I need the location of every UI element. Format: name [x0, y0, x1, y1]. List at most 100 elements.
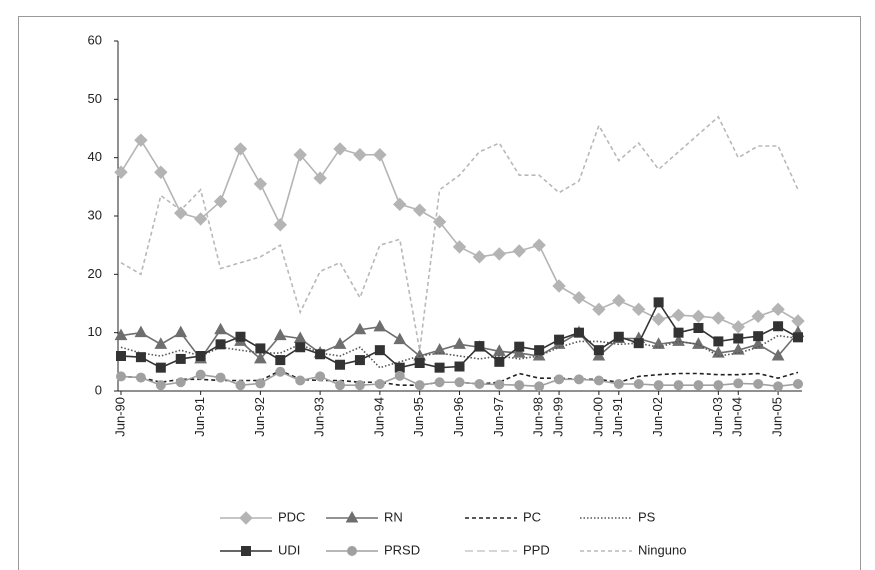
data-point [255, 378, 266, 389]
data-point [154, 337, 168, 349]
data-point [335, 359, 346, 370]
data-point [554, 374, 565, 385]
data-point [193, 212, 208, 226]
data-point [434, 377, 445, 388]
data-point [773, 381, 784, 392]
data-point [393, 332, 407, 345]
data-point [613, 379, 624, 389]
x-tick-label: Jun-05 [770, 397, 785, 437]
data-point [672, 334, 685, 346]
data-point [154, 165, 168, 179]
legend-label: PDC [278, 509, 305, 524]
data-point [295, 342, 306, 353]
data-point [353, 322, 367, 335]
y-tick-label: 0 [95, 382, 102, 397]
data-point [692, 337, 705, 349]
data-point [434, 362, 445, 373]
data-point [773, 321, 784, 332]
x-tick-label: Jun-91 [610, 397, 625, 437]
data-point [751, 337, 765, 349]
x-tick-label: Jun-90 [112, 397, 127, 437]
data-point [771, 348, 785, 361]
data-point [653, 380, 664, 391]
data-point [315, 349, 326, 360]
data-point [771, 302, 785, 317]
data-point [573, 327, 584, 338]
legend-label: PPD [523, 542, 550, 557]
data-point [751, 309, 765, 324]
data-point [711, 311, 726, 325]
data-point [454, 361, 465, 372]
data-point [235, 380, 246, 391]
data-point [213, 194, 228, 209]
data-point [731, 343, 745, 355]
x-tick-label: Jun-95 [411, 397, 426, 437]
data-point [275, 355, 286, 366]
data-point [394, 362, 405, 373]
data-point [135, 352, 146, 363]
data-point [333, 337, 347, 349]
data-point [631, 302, 646, 317]
data-point [215, 339, 226, 350]
data-point [453, 337, 466, 349]
data-point [592, 302, 606, 317]
x-tick-label: Jun-96 [451, 397, 466, 437]
legend-label: PS [638, 509, 656, 524]
data-point [653, 297, 664, 308]
legend-label: RN [384, 509, 403, 524]
data-point [651, 312, 666, 326]
data-point [253, 177, 268, 191]
data-point [492, 247, 507, 261]
data-point [215, 372, 226, 383]
data-point [593, 345, 604, 356]
data-point [534, 345, 545, 356]
legend-marker [347, 546, 357, 556]
data-point [494, 379, 505, 390]
data-point [733, 378, 744, 389]
x-tick-label: Jun-03 [710, 397, 725, 437]
data-point [433, 343, 446, 355]
chart-frame [18, 16, 861, 570]
data-point [354, 380, 365, 391]
data-point [552, 279, 566, 293]
data-point [353, 148, 367, 162]
data-point [633, 338, 644, 349]
data-point [791, 314, 805, 328]
data-point [414, 358, 425, 368]
data-point [514, 341, 525, 352]
data-point [233, 142, 248, 156]
data-point [691, 309, 706, 324]
data-point [554, 334, 565, 345]
x-tick-label: Jun-93 [312, 397, 327, 437]
series-line [120, 138, 799, 328]
data-point [652, 337, 665, 349]
data-point [235, 331, 246, 342]
data-point [134, 133, 148, 147]
data-point [412, 203, 427, 217]
data-point [195, 369, 206, 380]
legend-label: Ninguno [638, 542, 686, 557]
data-point [214, 322, 227, 335]
data-point [512, 244, 526, 258]
y-tick-label: 30 [88, 207, 102, 222]
data-point [613, 331, 624, 342]
data-point [315, 371, 326, 382]
data-point [572, 290, 586, 305]
data-point [114, 328, 128, 341]
data-point [534, 381, 545, 392]
x-tick-label: Jun-00 [590, 397, 605, 437]
legend-label: UDI [278, 542, 300, 557]
data-point [273, 328, 287, 341]
legend-marker [345, 510, 359, 523]
x-tick-label: Jun-98 [531, 397, 546, 437]
data-point [673, 327, 684, 338]
data-point [155, 380, 166, 391]
data-point [633, 379, 644, 389]
data-point [793, 379, 803, 389]
data-point [671, 308, 686, 322]
data-point [512, 346, 526, 358]
y-tick-label: 10 [88, 324, 102, 339]
data-point [175, 353, 186, 364]
x-tick-label: Jun-04 [730, 397, 745, 437]
